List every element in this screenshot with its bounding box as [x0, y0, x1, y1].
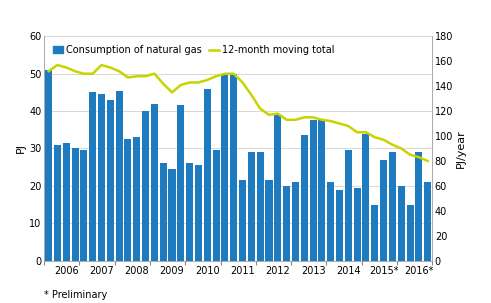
Bar [195, 165, 202, 261]
Bar [309, 120, 317, 261]
Bar [115, 91, 123, 261]
Bar [362, 134, 370, 261]
Bar [389, 152, 396, 261]
Bar [345, 150, 352, 261]
Y-axis label: PJ: PJ [16, 143, 26, 154]
Bar [81, 150, 87, 261]
Bar [133, 137, 140, 261]
Bar [380, 160, 387, 261]
Bar [160, 163, 167, 261]
Bar [204, 89, 211, 261]
Bar [318, 118, 326, 261]
Bar [239, 180, 246, 261]
Bar [327, 182, 334, 261]
Bar [398, 186, 405, 261]
Bar [213, 150, 219, 261]
Bar [415, 152, 422, 261]
Bar [168, 169, 176, 261]
Bar [89, 92, 96, 261]
Bar [424, 182, 431, 261]
Bar [407, 205, 413, 261]
Bar [124, 139, 132, 261]
Bar [354, 188, 361, 261]
Bar [283, 186, 290, 261]
Text: * Preliminary: * Preliminary [44, 290, 108, 300]
Bar [292, 182, 299, 261]
Legend: Consumption of natural gas, 12-month moving total: Consumption of natural gas, 12-month mov… [49, 41, 338, 59]
Bar [72, 148, 79, 261]
Bar [371, 205, 378, 261]
Bar [230, 74, 237, 261]
Bar [274, 115, 281, 261]
Bar [54, 145, 61, 261]
Bar [63, 143, 70, 261]
Bar [248, 152, 255, 261]
Bar [142, 111, 149, 261]
Bar [98, 94, 105, 261]
Bar [300, 135, 308, 261]
Bar [257, 152, 264, 261]
Bar [266, 180, 273, 261]
Bar [221, 74, 228, 261]
Bar [177, 105, 184, 261]
Bar [45, 70, 52, 261]
Y-axis label: PJ/year: PJ/year [456, 129, 466, 168]
Bar [107, 100, 114, 261]
Bar [336, 190, 343, 261]
Bar [186, 163, 193, 261]
Bar [151, 104, 158, 261]
